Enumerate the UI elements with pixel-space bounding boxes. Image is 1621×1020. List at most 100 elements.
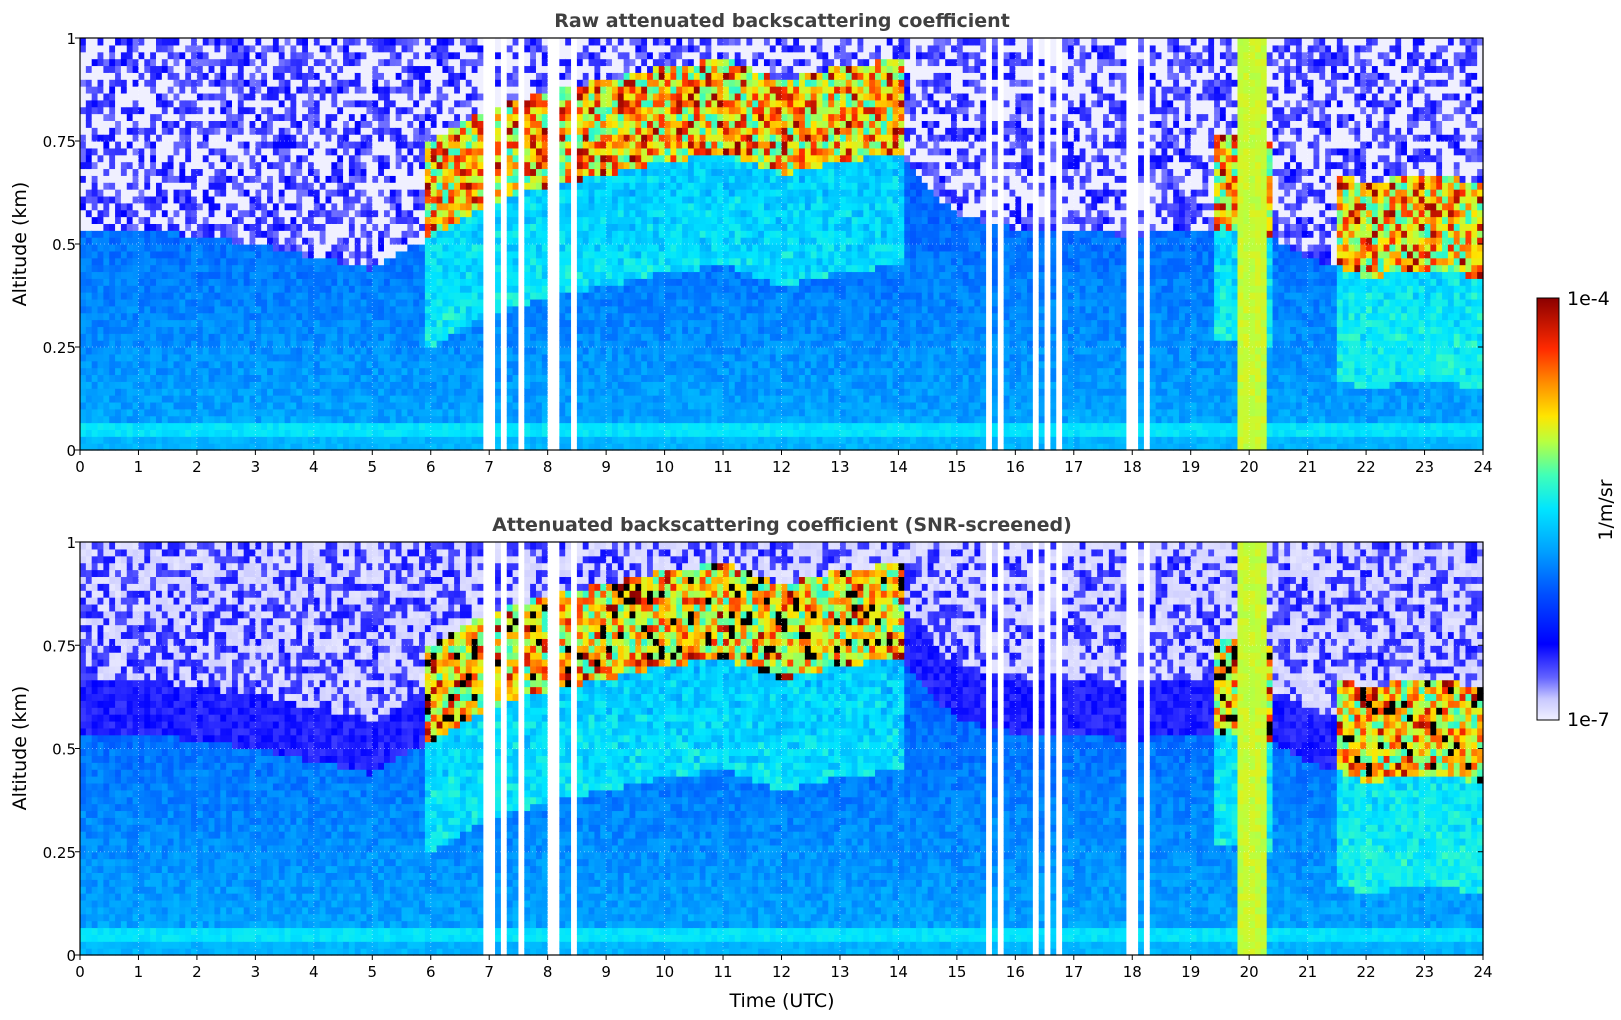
heatmap-cell	[168, 285, 174, 292]
heatmap-cell	[577, 72, 583, 79]
heatmap-cell	[349, 45, 355, 52]
heatmap-cell	[98, 134, 104, 141]
heatmap-cell	[448, 86, 454, 93]
heatmap-cell	[92, 114, 98, 121]
heatmap-cell	[302, 402, 308, 409]
heatmap-cell	[542, 182, 548, 189]
heatmap-cell	[185, 306, 191, 313]
heatmap-cell	[197, 182, 203, 189]
heatmap-cell	[80, 59, 86, 66]
heatmap-cell	[179, 265, 185, 272]
heatmap-cell	[232, 114, 238, 121]
heatmap-cell	[162, 381, 168, 388]
heatmap-cell	[296, 65, 302, 72]
heatmap-cell	[86, 155, 92, 162]
heatmap-cell	[255, 416, 261, 423]
heatmap-cell	[384, 409, 390, 416]
heatmap-cell	[495, 326, 501, 333]
heatmap-cell	[448, 388, 454, 395]
heatmap-cell	[431, 320, 437, 327]
heatmap-cell	[372, 299, 378, 306]
heatmap-cell	[109, 271, 115, 278]
heatmap-cell	[168, 65, 174, 72]
heatmap-cell	[349, 168, 355, 175]
heatmap-cell	[390, 333, 396, 340]
heatmap-cell	[583, 59, 589, 66]
heatmap-cell	[92, 374, 98, 381]
heatmap-cell	[524, 175, 530, 182]
heatmap-cell	[361, 230, 367, 237]
heatmap-cell	[349, 429, 355, 436]
heatmap-cell	[156, 203, 162, 210]
heatmap-cell	[413, 162, 419, 169]
heatmap-cell	[559, 223, 565, 230]
heatmap-cell	[337, 320, 343, 327]
heatmap-cell	[478, 38, 484, 45]
heatmap-cell	[144, 278, 150, 285]
heatmap-cell	[460, 141, 466, 148]
heatmap-cell	[431, 182, 437, 189]
heatmap-cell	[495, 175, 501, 182]
heatmap-cell	[314, 155, 320, 162]
heatmap-cell	[442, 189, 448, 196]
heatmap-cell	[536, 416, 542, 423]
heatmap-cell	[454, 409, 460, 416]
heatmap-cell	[314, 292, 320, 299]
heatmap-cell	[115, 326, 121, 333]
heatmap-cell	[396, 38, 402, 45]
heatmap-cell	[390, 402, 396, 409]
heatmap-cell	[238, 395, 244, 402]
heatmap-cell	[168, 52, 174, 59]
heatmap-cell	[156, 141, 162, 148]
heatmap-cell	[331, 100, 337, 107]
heatmap-cell	[290, 155, 296, 162]
heatmap-cell	[98, 189, 104, 196]
heatmap-column	[144, 38, 150, 451]
heatmap-cell	[162, 271, 168, 278]
heatmap-cell	[442, 52, 448, 59]
heatmap-cell	[238, 65, 244, 72]
heatmap-cell	[185, 251, 191, 258]
heatmap-cell	[466, 416, 472, 423]
heatmap-cell	[80, 38, 86, 45]
heatmap-cell	[583, 244, 589, 251]
heatmap-cell	[413, 134, 419, 141]
heatmap-cell	[121, 251, 127, 258]
heatmap-cell	[238, 388, 244, 395]
heatmap-cell	[308, 86, 314, 93]
heatmap-cell	[261, 72, 267, 79]
heatmap-cell	[279, 423, 285, 430]
heatmap-cell	[267, 326, 273, 333]
heatmap-cell	[331, 134, 337, 141]
heatmap-cell	[179, 244, 185, 251]
heatmap-cell	[337, 217, 343, 224]
heatmap-cell	[402, 230, 408, 237]
heatmap-cell	[577, 388, 583, 395]
heatmap-cell	[261, 347, 267, 354]
heatmap-cell	[536, 313, 542, 320]
heatmap-cell	[109, 148, 115, 155]
heatmap-cell	[478, 203, 484, 210]
heatmap-cell	[507, 100, 513, 107]
heatmap-column	[594, 38, 600, 451]
heatmap-cell	[361, 436, 367, 443]
heatmap-cell	[197, 402, 203, 409]
heatmap-cell	[583, 313, 589, 320]
heatmap-cell	[273, 388, 279, 395]
heatmap-cell	[513, 203, 519, 210]
heatmap-cell	[437, 368, 443, 375]
heatmap-cell	[121, 217, 127, 224]
heatmap-cell	[565, 141, 571, 148]
heatmap-cell	[209, 333, 215, 340]
heatmap-cell	[390, 38, 396, 45]
heatmap-cell	[326, 217, 332, 224]
heatmap-cell	[144, 429, 150, 436]
heatmap-cell	[355, 354, 361, 361]
heatmap-cell	[138, 416, 144, 423]
heatmap-cell	[238, 217, 244, 224]
heatmap-cell	[109, 59, 115, 66]
heatmap-cell	[407, 361, 413, 368]
heatmap-cell	[343, 65, 349, 72]
heatmap-cell	[460, 271, 466, 278]
heatmap-cell	[337, 388, 343, 395]
